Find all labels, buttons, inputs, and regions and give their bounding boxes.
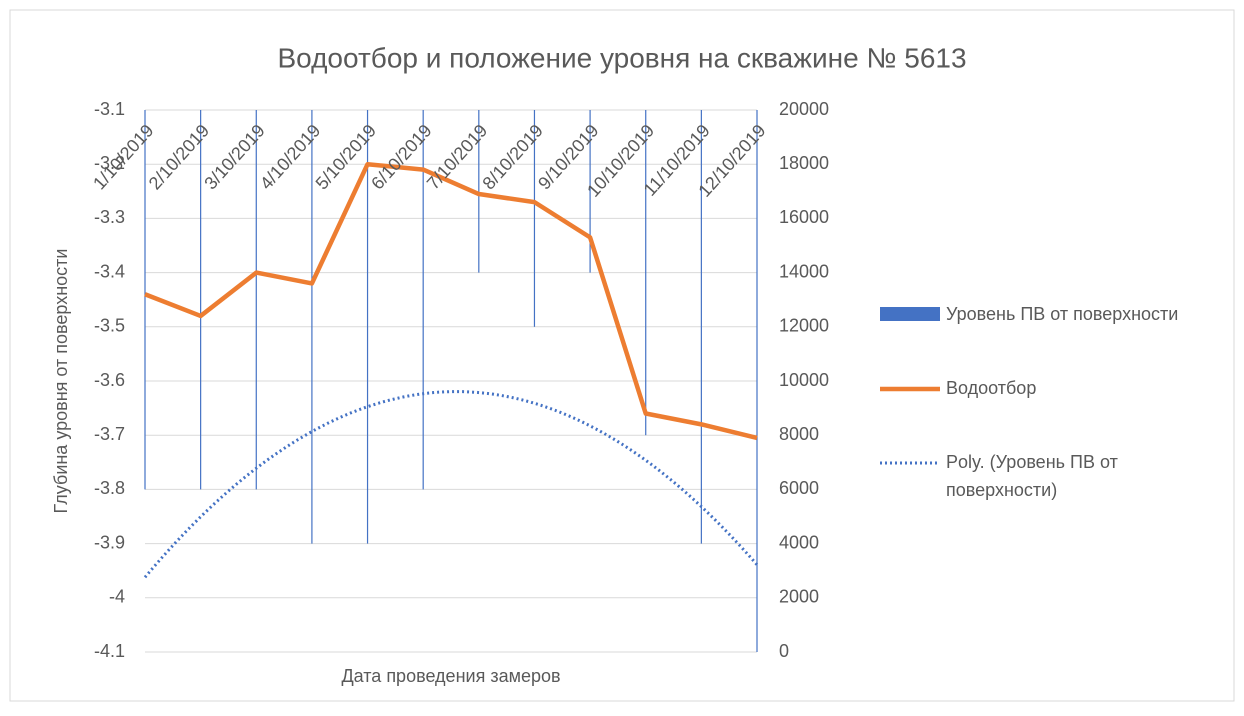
bar — [533, 110, 536, 327]
y2-tick-label: 6000 — [779, 478, 819, 498]
bar — [200, 110, 202, 490]
y2-tick-label: 8000 — [779, 424, 819, 444]
bar — [478, 110, 480, 273]
chart-border — [9, 9, 1235, 702]
y2-tick-label: 0 — [779, 641, 789, 661]
chart-title: Водоотбор и положение уровня на скважине… — [277, 42, 966, 73]
legend-label: Водоотбор — [946, 378, 1036, 398]
x-axis-title: Дата проведения замеров — [341, 666, 560, 686]
y2-tick-label: 12000 — [779, 316, 829, 336]
y-tick-label: -3.6 — [94, 370, 125, 390]
y-tick-label: -3.1 — [94, 99, 125, 119]
trendline — [143, 390, 759, 579]
bar — [422, 110, 424, 490]
y-tick-label: -3.4 — [94, 261, 125, 281]
bar — [366, 110, 369, 544]
y2-tick-label: 20000 — [779, 99, 829, 119]
y2-tick-label: 2000 — [779, 587, 819, 607]
bar — [255, 110, 257, 490]
y2-tick-label: 14000 — [779, 261, 829, 281]
y2-tick-label: 16000 — [779, 207, 829, 227]
y-tick-label: -3.2 — [94, 153, 125, 173]
line-series — [144, 161, 758, 441]
y2-tick-label: 4000 — [779, 532, 819, 552]
y-tick-label: -3.7 — [94, 424, 125, 444]
y-tick-label: -3.9 — [94, 532, 125, 552]
y-axis-title: Глубина уровня от поверхности — [51, 249, 71, 514]
bar — [311, 110, 313, 544]
y-tick-label: -4.1 — [94, 641, 125, 661]
y-tick-label: -3.8 — [94, 478, 125, 498]
legend-label: Poly. (Уровень ПВ от поверхности) — [946, 452, 1118, 500]
y-tick-label: -4 — [109, 587, 125, 607]
bar — [144, 110, 146, 490]
bar — [700, 110, 702, 544]
y-tick-label: -3.3 — [94, 207, 125, 227]
y-tick-label: -3.5 — [94, 316, 125, 336]
bar — [756, 110, 758, 652]
y2-tick-label: 10000 — [779, 370, 829, 390]
legend-swatch — [880, 307, 940, 321]
y2-tick-label: 18000 — [779, 153, 829, 173]
bar — [589, 110, 591, 273]
legend-label: Уровень ПВ от поверхности — [946, 304, 1178, 324]
bar — [645, 110, 647, 436]
